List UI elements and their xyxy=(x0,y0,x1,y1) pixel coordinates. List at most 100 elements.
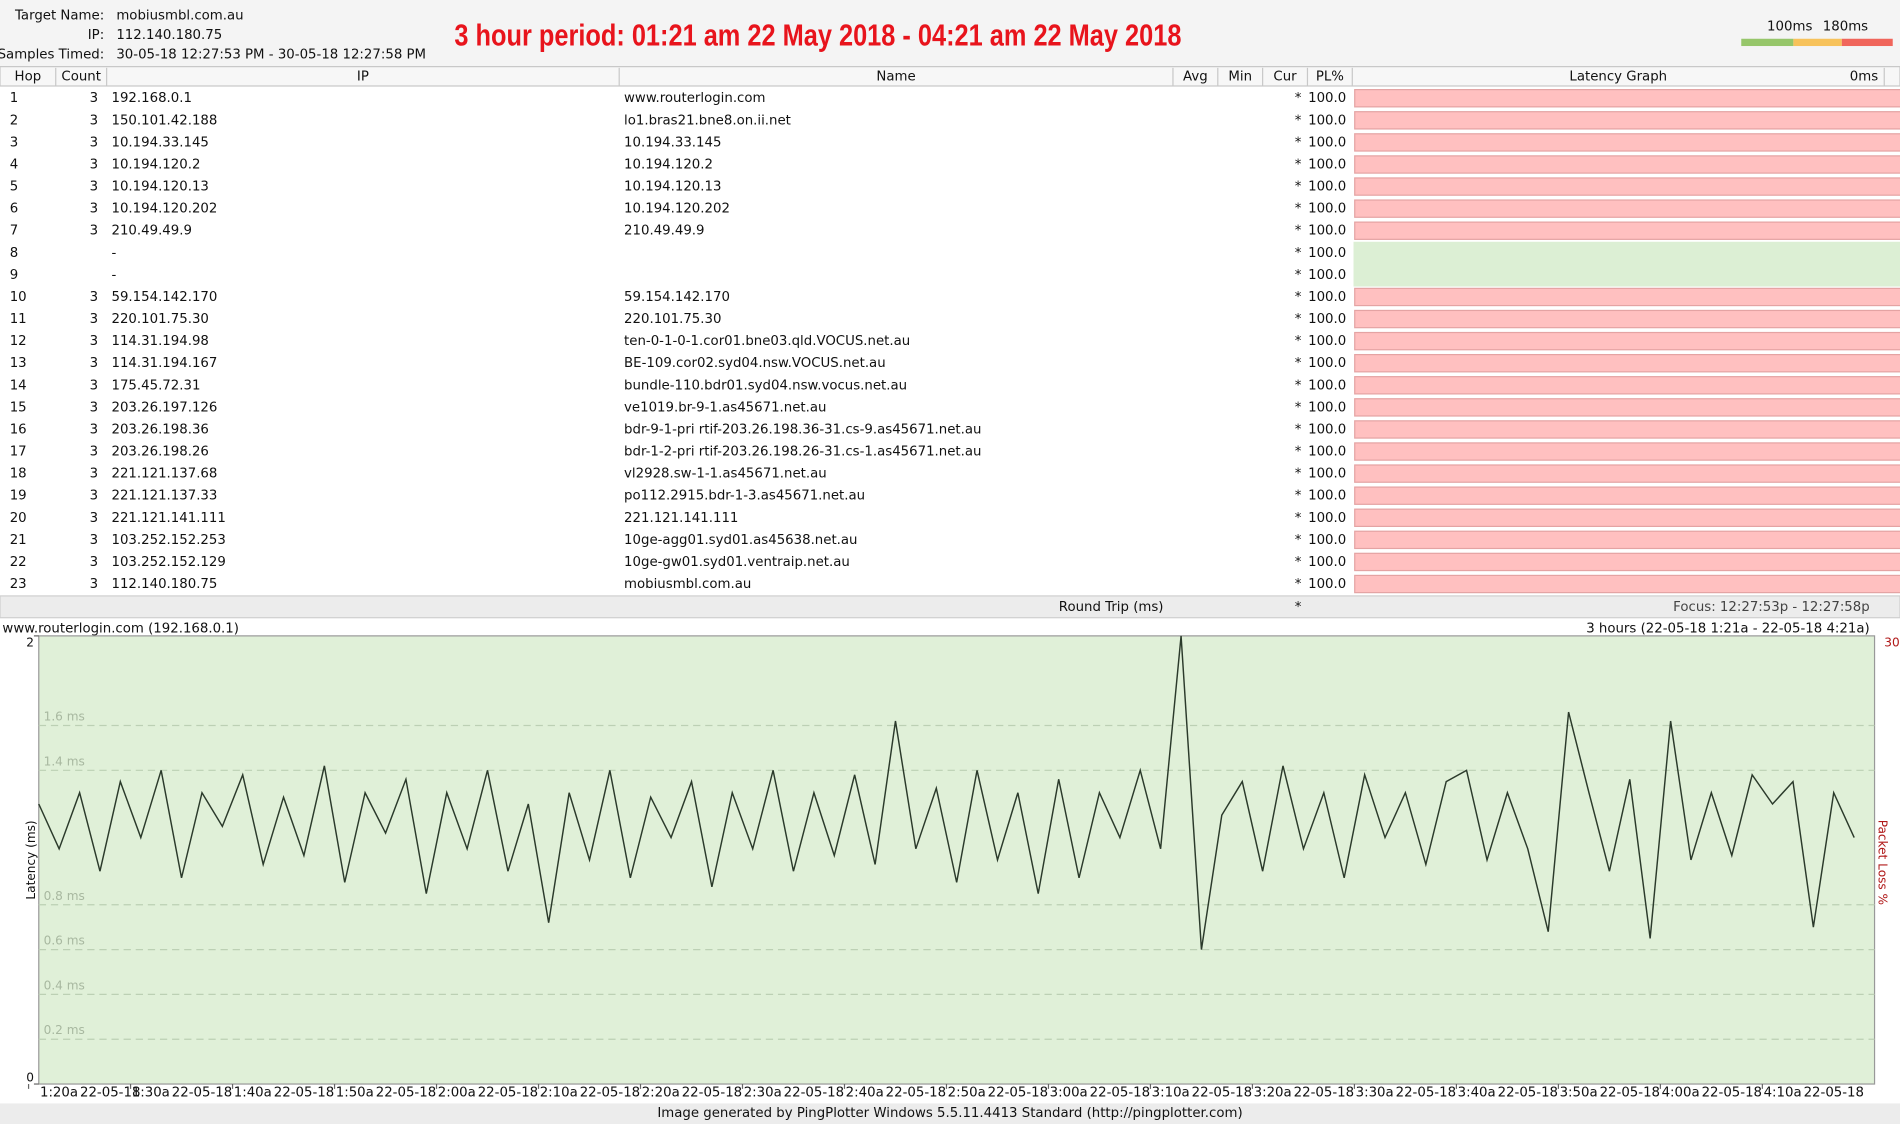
packet-loss: 100.0 xyxy=(1308,445,1346,460)
hop: 8 xyxy=(10,246,18,261)
cur: * xyxy=(1295,467,1302,482)
hop: 5 xyxy=(10,180,18,195)
ip: 103.252.152.129 xyxy=(111,555,225,570)
x-tick-label: 2:30a xyxy=(744,1086,782,1101)
host-name: 220.101.75.30 xyxy=(624,312,721,327)
count: 3 xyxy=(90,467,98,482)
cur: * xyxy=(1295,577,1302,592)
graph-title: www.routerlogin.com (192.168.0.1) xyxy=(2,622,239,637)
ip: 203.26.198.26 xyxy=(111,445,208,460)
latency-cell-loss xyxy=(1354,309,1900,329)
latency-cell-loss xyxy=(1354,199,1900,218)
packet-loss: 100.0 xyxy=(1308,312,1346,327)
hop: 2 xyxy=(10,113,18,128)
packet-loss: 100.0 xyxy=(1308,511,1346,526)
cur: * xyxy=(1295,180,1302,195)
hop: 1 xyxy=(10,91,18,106)
ip: 112.140.180.75 xyxy=(111,577,217,592)
packet-loss: 100.0 xyxy=(1308,489,1346,504)
packet-loss: 100.0 xyxy=(1308,378,1346,393)
latency-cell-loss xyxy=(1354,530,1900,550)
y-grid-label: 1.4 ms xyxy=(44,754,85,768)
latency-line xyxy=(38,635,1855,950)
y-tick-label: 2 xyxy=(26,636,34,650)
x-tick-date: 22-05-18 xyxy=(784,1086,844,1101)
x-tick-date: 22-05-18 xyxy=(478,1086,538,1101)
latency-cell-loss xyxy=(1354,177,1900,196)
hop: 15 xyxy=(10,400,27,415)
x-tick-label: 3:00a xyxy=(1050,1086,1088,1101)
host-name: 10.194.120.202 xyxy=(624,202,730,217)
packet-loss: 100.0 xyxy=(1308,202,1346,217)
packet-loss: 100.0 xyxy=(1308,577,1346,592)
host-name: 210.49.49.9 xyxy=(624,224,704,239)
ip: - xyxy=(111,246,116,261)
x-tick-date: 22-05-18 xyxy=(1396,1086,1456,1101)
hop: 4 xyxy=(10,157,18,172)
packet-loss: 100.0 xyxy=(1308,334,1346,349)
cur: * xyxy=(1295,224,1302,239)
hop: 19 xyxy=(10,489,27,504)
host-name: lo1.bras21.bne8.on.ii.net xyxy=(624,113,791,128)
cur: * xyxy=(1295,400,1302,415)
ip: 221.121.137.68 xyxy=(111,467,217,482)
x-tick-label: 3:20a xyxy=(1254,1086,1292,1101)
graph-range: 3 hours (22-05-18 1:21a - 22-05-18 4:21a… xyxy=(1586,622,1869,637)
cur: * xyxy=(1295,356,1302,371)
host-name: ten-0-1-0-1.cor01.bne03.qld.VOCUS.net.au xyxy=(624,334,910,349)
plot-area xyxy=(38,635,1876,1085)
count: 3 xyxy=(90,577,98,592)
x-tick-date: 22-05-18 xyxy=(1702,1086,1762,1101)
cur: * xyxy=(1295,290,1302,305)
round-trip-cur: * xyxy=(1295,600,1302,615)
latency-cell-loss xyxy=(1354,287,1900,307)
hop: 13 xyxy=(10,356,27,371)
cur: * xyxy=(1295,135,1302,150)
latency-cell-loss xyxy=(1354,221,1900,240)
packet-loss: 100.0 xyxy=(1308,135,1346,150)
count: 3 xyxy=(90,489,98,504)
hop: 10 xyxy=(10,290,27,305)
column-header: Name xyxy=(876,69,915,84)
column-header: Avg xyxy=(1183,69,1208,84)
cur: * xyxy=(1295,445,1302,460)
count: 3 xyxy=(90,157,98,172)
cur: * xyxy=(1295,555,1302,570)
packet-loss: 100.0 xyxy=(1308,91,1346,106)
y-tick-label: 0 xyxy=(26,1070,34,1084)
ip: 192.168.0.1 xyxy=(111,91,191,106)
x-tick-date: 22-05-18 xyxy=(580,1086,640,1101)
x-tick-label: 4:10a xyxy=(1764,1086,1802,1101)
hop: 6 xyxy=(10,202,18,217)
hop: 22 xyxy=(10,555,27,570)
count: 3 xyxy=(90,445,98,460)
cur: * xyxy=(1295,422,1302,437)
x-tick-date: 22-05-18 xyxy=(1804,1086,1864,1101)
column-header: Count xyxy=(61,69,101,84)
cur: * xyxy=(1295,533,1302,548)
x-tick-date: 22-05-18 xyxy=(172,1086,232,1101)
cur: * xyxy=(1295,113,1302,128)
count: 3 xyxy=(90,180,98,195)
count: 3 xyxy=(90,533,98,548)
y-grid-label: 0.4 ms xyxy=(44,978,85,992)
hop: 23 xyxy=(10,577,27,592)
cur: * xyxy=(1295,91,1302,106)
round-trip-label: Round Trip (ms) xyxy=(1059,600,1164,615)
x-tick-label: 2:20a xyxy=(642,1086,680,1101)
x-tick-date: 22-05-18 xyxy=(274,1086,334,1101)
latency-cell-loss xyxy=(1354,133,1900,152)
ip: 221.121.141.111 xyxy=(111,511,225,526)
ip: 10.194.120.13 xyxy=(111,180,208,195)
host-name: bundle-110.bdr01.syd04.nsw.vocus.net.au xyxy=(624,378,907,393)
samples-value: 30-05-18 12:27:53 PM - 30-05-18 12:27:58… xyxy=(116,48,426,63)
latency-cell-loss xyxy=(1354,376,1900,395)
hop: 14 xyxy=(10,378,27,393)
hop: 3 xyxy=(10,135,18,150)
latency-cell-loss xyxy=(1354,552,1900,572)
count: 3 xyxy=(90,224,98,239)
packet-loss: 100.0 xyxy=(1308,113,1346,128)
packet-loss: 100.0 xyxy=(1308,400,1346,415)
graph-max-label: 0ms xyxy=(1850,69,1878,84)
ip: 220.101.75.30 xyxy=(111,312,208,327)
